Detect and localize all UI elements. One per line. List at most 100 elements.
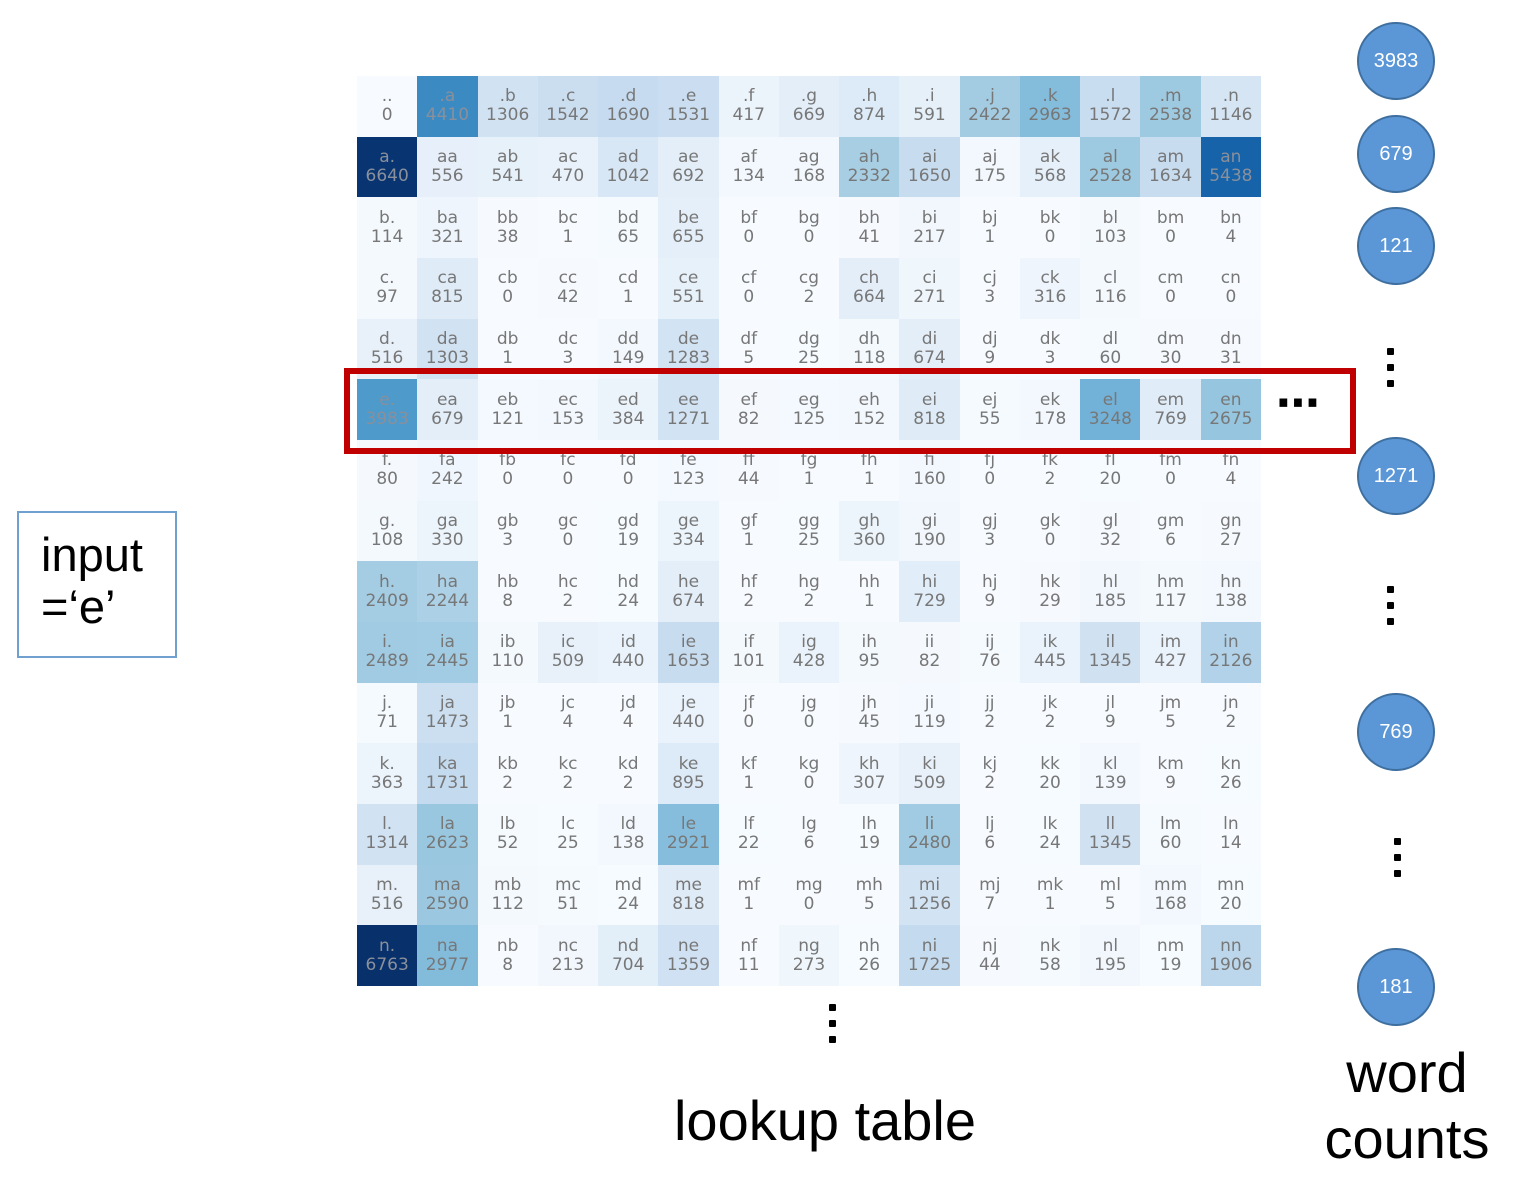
- cell-bigram-label: mg: [795, 874, 823, 895]
- cell-count-value: 1345: [1088, 833, 1132, 854]
- cell-bigram-label: nh: [858, 935, 881, 956]
- cell-count-value: 445: [1033, 651, 1067, 672]
- cell-bigram-label: da: [436, 328, 458, 349]
- cell-bigram-label: ak: [1039, 146, 1061, 167]
- cell-bigram-label: cf: [741, 268, 757, 289]
- table-cell-aj: aj 175: [959, 136, 1020, 198]
- cell-bigram-label: je: [680, 692, 697, 713]
- cell-bigram-label: bg: [798, 207, 820, 228]
- cell-bigram-label: ag: [798, 146, 820, 167]
- cell-count-value: 153: [551, 408, 585, 429]
- table-cell-lb: lb 52: [477, 804, 538, 865]
- table-cell-ih: ih 95: [839, 622, 900, 683]
- cell-bigram-label: fh: [860, 450, 878, 471]
- cell-count-value: 2977: [425, 954, 470, 975]
- cell-count-value: 138: [611, 833, 645, 854]
- cell-count-value: 692: [672, 165, 705, 186]
- cell-bigram-label: gk: [1039, 510, 1061, 531]
- table-cell-ke: ke 895: [658, 743, 719, 804]
- cell-count-value: 108: [370, 529, 404, 550]
- cell-count-value: 14: [1220, 833, 1242, 854]
- table-cell-cj: cj 3: [959, 258, 1020, 319]
- cell-bigram-label: el: [1102, 389, 1118, 410]
- cell-count-value: 0: [803, 893, 815, 914]
- cell-count-value: 168: [792, 165, 826, 186]
- cell-bigram-label: la: [439, 814, 455, 835]
- cell-count-value: 1542: [546, 105, 590, 126]
- table-cell-ai: ai 1650: [899, 136, 960, 198]
- table-cell-le: le 2921: [658, 804, 719, 865]
- cell-bigram-label: en: [1220, 389, 1242, 410]
- table-cell-ak: ak 568: [1019, 136, 1081, 198]
- word-count-circle-5: 769: [1357, 693, 1435, 771]
- table-cell-bf: bf 0: [718, 197, 779, 258]
- table-cell-dotk: .k 2963: [1019, 76, 1081, 137]
- table-cell-ba: ba 321: [417, 197, 478, 258]
- table-cell-ie: ie 1653: [658, 622, 719, 683]
- table-cell-ij: ij 76: [959, 622, 1020, 683]
- table-cell-am: am 1634: [1140, 136, 1201, 198]
- table-cell-ma: ma 2590: [417, 864, 478, 926]
- cell-count-value: 175: [973, 165, 1007, 186]
- cell-count-value: 0: [1165, 226, 1176, 247]
- cell-bigram-label: .c: [560, 86, 576, 107]
- cell-count-value: 2: [803, 590, 815, 611]
- table-cell-bn: bn 4: [1200, 197, 1261, 258]
- cell-count-value: 0: [1165, 287, 1176, 308]
- table-cell-gb: gb 3: [477, 500, 538, 562]
- cell-bigram-label: ed: [617, 389, 639, 410]
- cell-bigram-label: .b: [499, 86, 516, 107]
- table-cell-nh: nh 26: [839, 925, 900, 986]
- cell-count-value: 4: [622, 711, 634, 732]
- word-count-circle-3: 121: [1357, 207, 1435, 285]
- cell-count-value: 674: [672, 590, 705, 611]
- cell-count-value: 242: [431, 469, 464, 490]
- cell-count-value: 679: [431, 408, 464, 429]
- cell-bigram-label: gc: [557, 510, 578, 531]
- cell-count-value: 2332: [847, 165, 891, 186]
- table-cell-jn: jn 2: [1200, 682, 1261, 744]
- cell-count-value: 38: [496, 226, 519, 247]
- cell-count-value: 3983: [365, 408, 409, 429]
- table-cell-km: km 9: [1140, 743, 1201, 804]
- cell-bigram-label: if: [743, 632, 755, 653]
- cell-bigram-label: .g: [800, 86, 818, 107]
- table-cell-gf: gf 1: [718, 500, 779, 562]
- table-cell-bc: bc 1: [537, 197, 599, 258]
- cell-bigram-label: ih: [861, 632, 878, 653]
- cell-count-value: 0: [803, 711, 815, 732]
- cell-bigram-label: kb: [497, 753, 518, 774]
- cell-count-value: 0: [743, 711, 755, 732]
- table-cell-ce: ce 551: [658, 258, 719, 319]
- cell-bigram-label: fn: [1222, 450, 1240, 471]
- cell-bigram-label: nj: [982, 935, 998, 956]
- table-cell-bd: bd 65: [598, 197, 659, 258]
- cell-count-value: 3248: [1088, 408, 1132, 429]
- cell-bigram-label: ml: [1099, 874, 1121, 895]
- cell-count-value: 3: [984, 529, 996, 550]
- cell-bigram-label: f.: [382, 450, 393, 471]
- cell-bigram-label: kn: [1220, 753, 1242, 774]
- input-label-line2: =‘e’: [41, 580, 116, 633]
- cell-bigram-label: bh: [858, 207, 881, 228]
- table-cell-hj: hj 9: [959, 561, 1020, 622]
- cell-count-value: 2489: [365, 651, 409, 672]
- cell-count-value: 51: [557, 893, 579, 914]
- cell-count-value: 1725: [907, 954, 952, 975]
- lookup-table-heatmap: .. 0 .a 4410 .b 1306 .c 1542 .d 1690 .e 1531 .f 417 .g…: [357, 76, 1261, 986]
- cell-bigram-label: dc: [557, 328, 578, 349]
- cell-bigram-label: kl: [1103, 753, 1118, 774]
- cell-count-value: 895: [672, 772, 705, 793]
- cell-count-value: 3: [1044, 347, 1056, 368]
- cell-bigram-label: gd: [617, 510, 639, 531]
- cell-count-value: 1306: [486, 105, 530, 126]
- table-cell-ia: ia 2445: [417, 622, 478, 683]
- cell-count-value: 1: [743, 772, 755, 793]
- table-cell-doti: .i 591: [899, 76, 960, 137]
- cell-bigram-label: .h: [861, 86, 878, 107]
- cell-count-value: 0: [502, 287, 514, 308]
- cell-count-value: 360: [853, 529, 886, 550]
- table-cell-ec: ec 153: [537, 379, 599, 440]
- cell-bigram-label: ei: [921, 389, 938, 410]
- cell-bigram-label: jg: [801, 692, 817, 713]
